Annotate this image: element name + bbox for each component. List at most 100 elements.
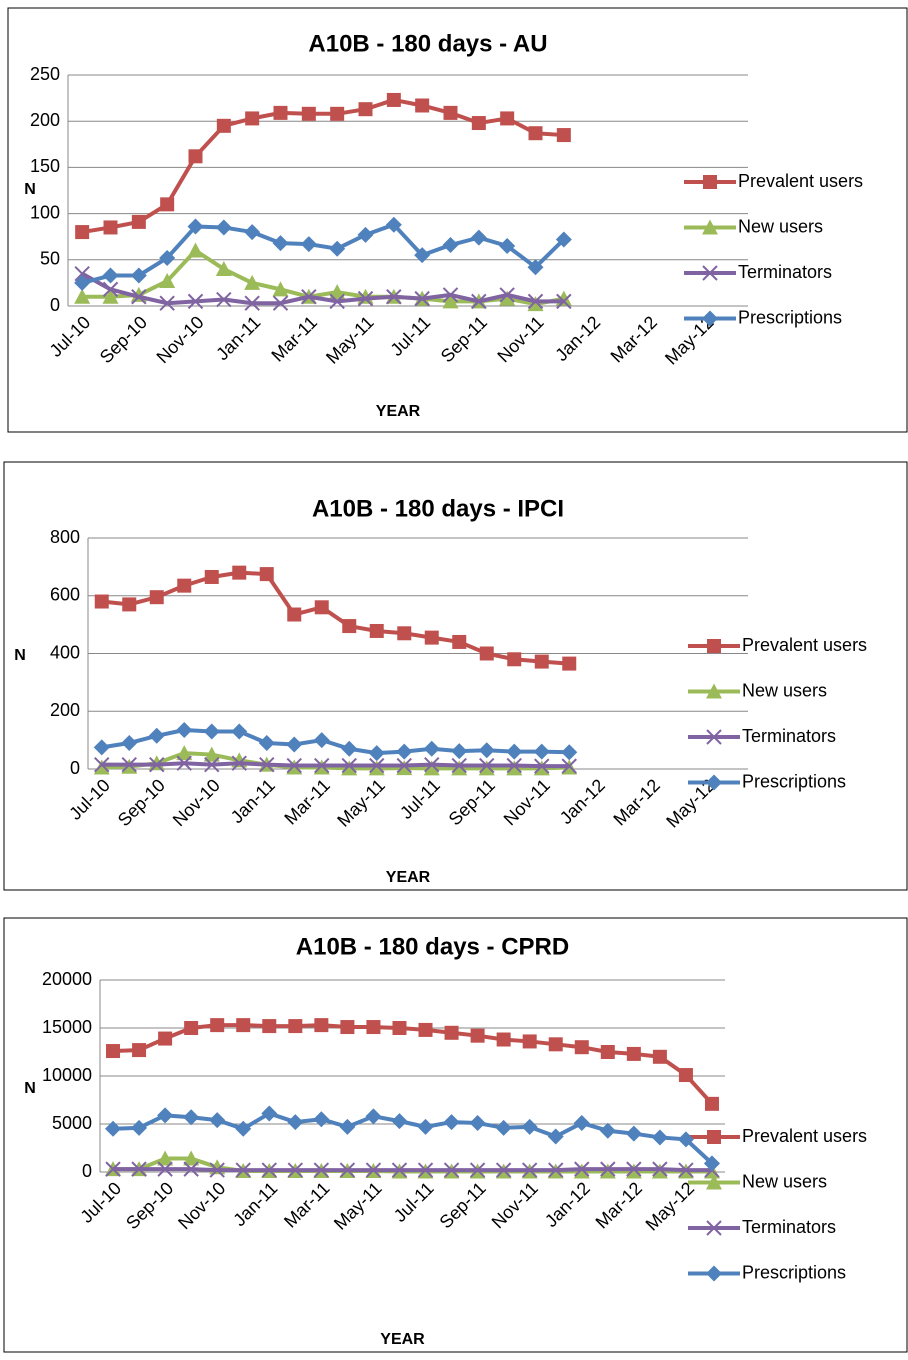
marker xyxy=(369,623,384,638)
marker xyxy=(442,293,459,309)
marker xyxy=(527,293,544,310)
marker xyxy=(442,287,459,303)
marker xyxy=(451,760,468,776)
marker xyxy=(259,567,274,582)
marker xyxy=(74,288,91,304)
marker xyxy=(443,1162,460,1178)
marker xyxy=(706,729,722,745)
marker xyxy=(287,1114,304,1131)
marker xyxy=(314,600,329,615)
marker xyxy=(102,267,119,284)
marker xyxy=(471,116,486,131)
marker xyxy=(392,1021,407,1035)
marker xyxy=(105,1161,121,1177)
marker xyxy=(342,619,357,634)
x-axis-title: YEAR xyxy=(380,1331,425,1348)
marker xyxy=(244,295,260,311)
marker xyxy=(261,1105,278,1122)
marker xyxy=(702,265,718,281)
marker xyxy=(272,295,289,311)
marker xyxy=(187,242,204,258)
series xyxy=(74,216,572,291)
marker xyxy=(329,284,346,300)
y-tick-label: 600 xyxy=(50,585,80,605)
marker xyxy=(707,1130,721,1144)
marker xyxy=(707,639,721,653)
marker xyxy=(183,1161,199,1177)
marker xyxy=(131,1119,148,1136)
marker xyxy=(103,220,118,235)
marker xyxy=(106,1044,121,1059)
marker xyxy=(235,1162,251,1178)
marker xyxy=(469,1162,486,1178)
marker xyxy=(573,1115,590,1132)
y-tick-label: 15000 xyxy=(42,1017,92,1037)
marker xyxy=(706,1265,722,1282)
chart-frame xyxy=(3,917,908,1353)
marker xyxy=(286,736,303,753)
marker xyxy=(702,310,718,327)
legend-label: New users xyxy=(742,680,827,700)
marker xyxy=(499,290,516,306)
marker xyxy=(209,1112,226,1129)
legend-label: Prescriptions xyxy=(742,771,846,791)
marker xyxy=(506,743,523,760)
marker xyxy=(121,756,137,773)
marker xyxy=(94,594,109,609)
marker xyxy=(495,1162,512,1178)
marker xyxy=(148,727,165,744)
marker xyxy=(157,1150,174,1166)
series xyxy=(93,722,578,762)
legend-label: Prescriptions xyxy=(738,307,842,327)
marker xyxy=(102,288,119,304)
marker xyxy=(357,290,374,307)
marker xyxy=(495,1119,512,1136)
y-tick-label: 0 xyxy=(82,1161,92,1181)
marker xyxy=(357,226,374,243)
marker xyxy=(499,287,515,303)
marker xyxy=(533,743,550,760)
marker xyxy=(75,225,90,240)
y-tick-label: 250 xyxy=(30,64,60,84)
y-tick-label: 200 xyxy=(30,110,60,130)
marker xyxy=(677,1131,694,1148)
marker xyxy=(236,1018,251,1033)
marker xyxy=(177,578,192,593)
marker xyxy=(396,743,413,760)
marker xyxy=(478,760,495,776)
marker xyxy=(231,755,247,771)
marker xyxy=(132,1043,147,1058)
legend-label: Terminators xyxy=(738,262,832,282)
marker xyxy=(93,739,110,756)
marker xyxy=(244,224,261,241)
marker xyxy=(159,249,176,266)
marker xyxy=(210,1018,225,1033)
marker xyxy=(626,1046,641,1061)
marker xyxy=(442,237,459,254)
marker xyxy=(424,630,439,645)
marker xyxy=(470,1028,485,1043)
marker xyxy=(574,1040,589,1055)
marker xyxy=(149,756,165,773)
legend-label: Prevalent users xyxy=(742,1126,867,1146)
marker xyxy=(391,1113,408,1130)
marker xyxy=(365,1162,382,1178)
y-axis-title: N xyxy=(24,1080,36,1097)
marker xyxy=(215,219,232,236)
marker xyxy=(131,289,147,305)
marker xyxy=(626,1161,642,1177)
marker xyxy=(329,293,345,310)
chart-frame xyxy=(3,461,908,891)
marker xyxy=(470,229,487,246)
marker xyxy=(386,289,402,305)
marker xyxy=(417,1118,434,1135)
y-tick-label: 50 xyxy=(40,249,60,269)
marker xyxy=(704,1096,719,1111)
marker xyxy=(341,760,358,776)
y-tick-label: 400 xyxy=(50,642,80,662)
marker xyxy=(506,760,523,776)
marker xyxy=(451,757,467,774)
marker xyxy=(534,758,550,774)
marker xyxy=(443,105,458,120)
